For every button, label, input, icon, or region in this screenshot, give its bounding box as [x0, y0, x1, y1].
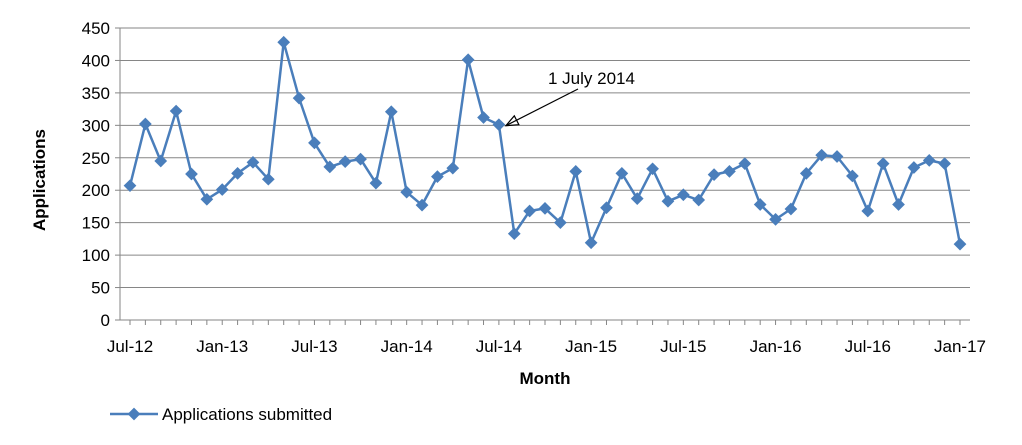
x-axis-tick-labels: Jul-12 Jan-13 Jul-13 Jan-14 Jul-14 Jan-15 Jul-… — [107, 320, 986, 356]
x-tick-label: Jul-14 — [476, 337, 522, 356]
data-point — [277, 35, 291, 49]
data-point — [123, 179, 137, 193]
y-tick-label: 350 — [82, 84, 110, 103]
data-point — [231, 166, 244, 180]
x-axis-title: Month — [520, 369, 571, 388]
data-point — [415, 198, 429, 212]
data-point — [200, 192, 214, 206]
data-point — [169, 104, 183, 118]
data-point — [723, 165, 736, 178]
x-tick-label: Jan-15 — [565, 337, 617, 356]
data-point — [692, 193, 706, 207]
data-point — [569, 165, 583, 178]
series-layer — [123, 35, 967, 251]
y-tick-label: 0 — [101, 311, 110, 330]
data-point — [185, 167, 198, 181]
data-point — [707, 168, 721, 182]
data-point — [154, 154, 168, 168]
y-axis-title: Applications — [30, 129, 49, 231]
x-tick-label: Jul-13 — [291, 337, 337, 356]
annotation-text: 1 July 2014 — [548, 69, 635, 88]
data-point — [907, 161, 921, 174]
x-tick-label: Jan-16 — [750, 337, 802, 356]
data-point — [431, 170, 444, 183]
annotation-arrow — [505, 88, 579, 127]
x-tick-label: Jan-17 — [934, 337, 986, 356]
data-point — [938, 157, 951, 170]
annotation: 1 July 2014 — [504, 69, 635, 127]
y-tick-label: 400 — [82, 51, 110, 70]
y-tick-label: 100 — [82, 246, 110, 265]
data-point — [892, 198, 905, 211]
gridlines — [115, 27, 970, 321]
data-point — [446, 161, 460, 175]
annotation-arrowhead — [504, 114, 520, 127]
legend-marker — [127, 407, 141, 421]
y-tick-label: 200 — [82, 181, 110, 200]
data-point — [261, 172, 275, 186]
legend: Applications submitted — [110, 405, 332, 424]
x-tick-label: Jul-12 — [107, 337, 153, 356]
y-axis-tick-labels: 0 50 100 150 200 250 300 350 400 450 — [82, 19, 110, 330]
data-point — [630, 192, 644, 206]
data-point — [400, 185, 414, 199]
data-point — [661, 194, 675, 208]
y-tick-label: 50 — [91, 279, 110, 298]
data-point — [308, 136, 321, 150]
data-point — [323, 160, 337, 174]
data-point — [292, 91, 306, 105]
data-point — [861, 204, 875, 218]
data-point — [461, 53, 475, 67]
y-tick-label: 450 — [82, 19, 110, 38]
data-point — [953, 237, 967, 251]
data-point — [922, 154, 936, 167]
data-point — [369, 176, 383, 190]
data-point — [354, 152, 367, 166]
x-tick-label: Jan-14 — [381, 337, 433, 356]
y-tick-label: 150 — [82, 214, 110, 233]
legend-label: Applications submitted — [162, 405, 332, 424]
data-point — [584, 236, 598, 250]
data-point — [876, 157, 890, 170]
x-tick-label: Jul-16 — [845, 337, 891, 356]
data-point — [139, 117, 152, 131]
data-point — [615, 166, 629, 180]
data-point — [215, 183, 229, 196]
data-point — [477, 111, 490, 124]
x-tick-label: Jan-13 — [196, 337, 248, 356]
data-point — [646, 162, 659, 176]
y-tick-label: 300 — [82, 116, 110, 135]
x-tick-label: Jul-15 — [660, 337, 706, 356]
data-point — [384, 105, 398, 119]
data-point — [507, 227, 521, 241]
data-point — [738, 157, 752, 170]
data-point — [600, 201, 613, 215]
y-tick-label: 250 — [82, 149, 110, 168]
data-point — [492, 118, 506, 132]
data-point — [338, 155, 352, 169]
